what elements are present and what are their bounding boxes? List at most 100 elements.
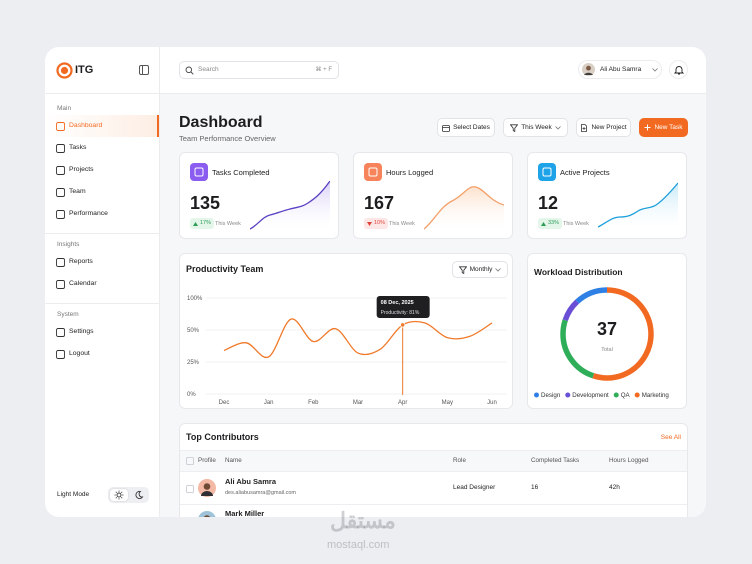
- nav-item[interactable]: Logout: [69, 350, 90, 357]
- button-label: Select Dates: [453, 124, 490, 131]
- select-dates-button[interactable]: Select Dates: [437, 118, 495, 137]
- notifications-button[interactable]: [669, 60, 688, 79]
- nav-icon: [56, 209, 65, 219]
- stat-icon: [538, 163, 556, 181]
- icon-shape: [56, 279, 65, 289]
- y-tick-label: 25%: [187, 360, 200, 366]
- x-tick-label: Apr: [398, 400, 407, 406]
- contributor-name: Ali Abu Samra: [225, 477, 276, 486]
- productivity-line: [223, 318, 493, 359]
- contributor-role: Lead Designer: [453, 484, 496, 491]
- chevron: [652, 68, 658, 72]
- nav-icon: [56, 121, 65, 131]
- nav-item[interactable]: Reports: [69, 258, 93, 265]
- page-title: Dashboard: [179, 114, 263, 131]
- icon-shape: [56, 121, 65, 131]
- watermark: مستقل: [330, 508, 396, 533]
- nav-icon: [56, 165, 65, 175]
- icon-glyph: [194, 167, 204, 177]
- divider: [45, 303, 159, 304]
- legend-swatch: [565, 392, 571, 398]
- avatar-head: [204, 515, 210, 517]
- icon-bg: [538, 163, 556, 181]
- avatar: [198, 479, 216, 497]
- calendar-icon: [442, 124, 450, 132]
- icon-bg: [190, 163, 208, 181]
- stat-title: Active Projects: [560, 168, 610, 177]
- search-placeholder: Search: [198, 66, 219, 73]
- avatar: [198, 511, 216, 517]
- sparkline-line: [250, 181, 330, 230]
- icon-shape: [56, 187, 65, 197]
- tooltip-date: 08 Dec, 2025: [381, 300, 414, 306]
- stat-title: Hours Logged: [386, 168, 434, 177]
- stat-icon: [364, 163, 382, 181]
- nav-item[interactable]: Dashboard: [69, 122, 103, 129]
- sparkline-area: [424, 186, 504, 233]
- nav-item[interactable]: Performance: [69, 210, 108, 217]
- week-filter[interactable]: This Week: [503, 118, 568, 137]
- chevron: [555, 125, 561, 130]
- x-tick-label: May: [442, 400, 453, 406]
- moon-icon: [135, 490, 144, 499]
- nav-item[interactable]: Tasks: [69, 144, 87, 151]
- chevron: [495, 267, 502, 272]
- nav-icon: [56, 187, 65, 197]
- row-checkbox[interactable]: [186, 457, 194, 465]
- nav-item[interactable]: Calendar: [69, 280, 97, 287]
- donut-total-label: Total: [601, 347, 613, 353]
- legend-label: QA: [621, 392, 631, 399]
- nav-item[interactable]: Projects: [69, 166, 94, 173]
- nav-icon: [56, 279, 65, 289]
- stat-icon: [190, 163, 208, 181]
- contributor-name: Mark Miller: [225, 509, 265, 517]
- nav-item[interactable]: Settings: [69, 328, 94, 335]
- search-icon: [185, 66, 194, 75]
- brand: ITG: [75, 64, 94, 76]
- nav-icon: [56, 327, 65, 337]
- new-task-button[interactable]: New Task: [639, 118, 688, 137]
- change-value: 10%: [374, 220, 386, 226]
- new-project-button[interactable]: New Project: [576, 118, 631, 137]
- table-header: [180, 450, 687, 472]
- trend-arrow: [193, 221, 198, 226]
- row-checkbox[interactable]: [186, 485, 194, 493]
- avatar-head: [203, 483, 211, 490]
- icon-shape: [56, 349, 65, 359]
- icon-bg: [364, 163, 382, 181]
- workload-card: Workload Distribution 37 Total Design Dev…: [527, 253, 687, 409]
- completed-tasks: 16: [531, 484, 539, 491]
- productivity-card: Productivity Team Monthly 0% 25% 50% 100% De…: [179, 253, 513, 409]
- icon-shape: [56, 165, 65, 175]
- donut-segment: [560, 287, 654, 381]
- arrow-shape: [367, 221, 372, 226]
- stat-period: This Week: [563, 221, 589, 227]
- button-label: Monthly: [469, 266, 493, 273]
- divider: [45, 93, 706, 94]
- button-label: This Week: [521, 124, 552, 131]
- see-all-link[interactable]: See All: [660, 434, 681, 441]
- nav-item[interactable]: Team: [69, 188, 86, 195]
- app-window: ITG Light Mode Main Dashboard Tasks Project…: [45, 47, 706, 517]
- search-box[interactable]: Search ⌘ + F: [179, 61, 339, 79]
- card-title: Top Contributors: [186, 432, 259, 442]
- sparkline-area: [598, 183, 678, 233]
- avatar-bg: [198, 511, 216, 517]
- nav-icon: [56, 143, 65, 153]
- button-label: New Project: [591, 124, 627, 131]
- hours-logged: 42h: [609, 484, 620, 491]
- sidebar: ITG Light Mode Main Dashboard Tasks Project…: [45, 47, 160, 517]
- mode-toggle[interactable]: [108, 487, 149, 503]
- monthly-filter[interactable]: Monthly: [452, 261, 508, 278]
- change-badge: 17%: [190, 218, 215, 229]
- trend-arrow: [541, 221, 546, 226]
- user-menu[interactable]: Ali Abu Samra: [578, 60, 662, 79]
- filter-icon: [458, 265, 467, 274]
- nav-icon: [56, 257, 65, 267]
- icon-shape: [56, 143, 65, 153]
- collapse-button[interactable]: [139, 65, 149, 75]
- stat-card: Active Projects 12 33% This Week: [527, 152, 687, 239]
- sparkline: [598, 182, 678, 233]
- column-header: Role: [453, 457, 466, 464]
- sparkline-line: [424, 186, 504, 230]
